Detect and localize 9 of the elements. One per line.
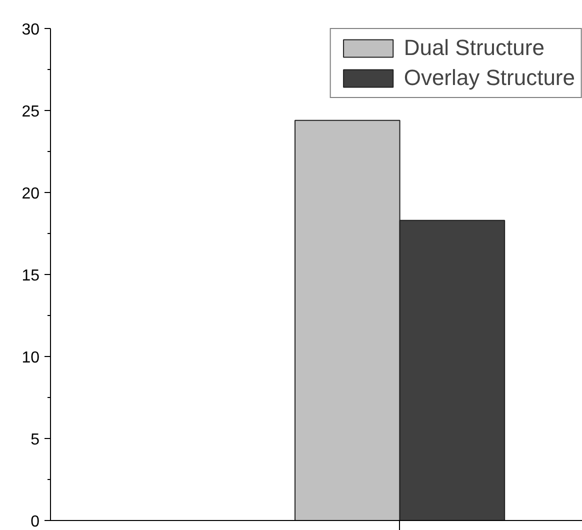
y-tick-label: 0 bbox=[30, 514, 40, 530]
legend-label: Dual Structure bbox=[404, 35, 544, 61]
y-tick-label: 10 bbox=[22, 350, 40, 366]
y-tick-label: 20 bbox=[22, 186, 40, 202]
y-tick-label: 25 bbox=[22, 104, 40, 120]
y-tick-label: 30 bbox=[22, 22, 40, 38]
y-tick-label: 5 bbox=[30, 432, 40, 448]
y-tick-label: 15 bbox=[22, 268, 40, 284]
legend-label: Overlay Structure bbox=[404, 65, 575, 91]
